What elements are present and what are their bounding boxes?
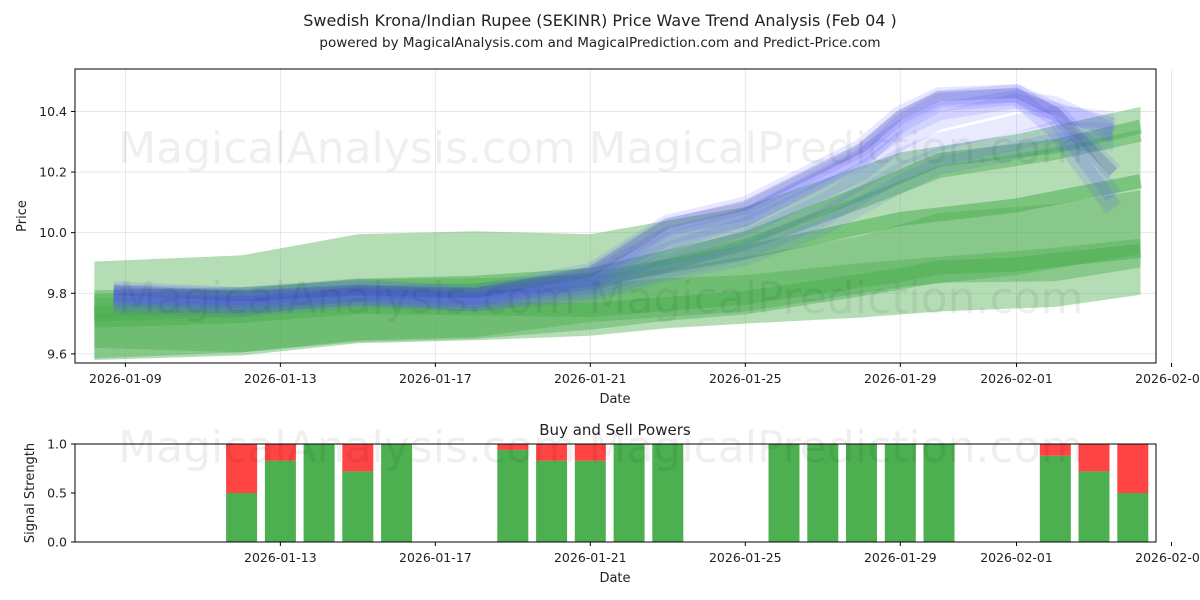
blue-wave-3 [113,90,1118,309]
blue-wave-6 [113,120,1114,315]
price-chart: MagicalAnalysis.com MagicalPrediction.co… [15,68,1200,407]
signal-chart-title: Buy and Sell Powers [539,421,691,439]
signal-y-tick-label: 1.0 [47,437,67,452]
navy-centerline [113,88,1118,302]
buy-bar [884,444,916,542]
price-y-axis-label: Price [15,200,30,232]
price-y-tick-label: 9.6 [47,346,67,361]
price-x-tick-label: 2026-01-09 [89,371,162,386]
watermark-3: MagicalAnalysis.com [118,273,576,324]
buy-bar [264,460,296,542]
blue-wave-8 [113,84,1120,306]
signal-x-tick-label: 2026-01-29 [864,550,937,565]
signal-axis-ticks: 2026-01-13 2026-01-17 2026-01-21 2026-01-25… [47,437,1200,566]
signal-y-tick-label: 0.5 [47,486,67,501]
buy-bar [536,460,568,542]
price-x-tick-label: 2026-01-25 [709,371,782,386]
sell-bar [226,444,258,493]
sell-bar [264,444,296,461]
price-x-tick-label: 2026-02-05 [1135,371,1200,386]
blue-wave-1 [113,84,1121,306]
price-plot-frame [74,68,1157,364]
price-y-tick-label: 10.2 [39,165,67,180]
buy-bar [923,444,955,542]
buy-bar [768,444,800,542]
signal-bars [226,444,1149,542]
sell-bar [1117,444,1149,493]
chart-subtitle: powered by MagicalAnalysis.com and Magic… [319,35,880,51]
green-line-top [94,129,1142,318]
sell-bar [342,444,374,472]
signal-x-tick-label: 2026-01-25 [709,550,782,565]
signal-x-tick-label: 2026-02-05 [1135,550,1200,565]
sell-bar [1078,444,1110,472]
price-x-axis-label: Date [599,392,630,407]
signal-y-tick-label: 0.0 [47,535,67,550]
signal-chart: Buy and Sell Powers MagicalAnalysis.com … [23,421,1200,586]
price-grid [75,69,1172,363]
price-x-tick-label: 2026-01-17 [399,371,472,386]
buy-bar [381,444,413,542]
blue-wave-5 [113,105,1115,315]
sell-bar [1039,444,1071,456]
price-y-tick-label: 10.0 [39,225,67,240]
signal-x-axis-label: Date [599,571,630,586]
signal-x-tick-label: 2026-01-13 [244,550,317,565]
watermark-1: MagicalAnalysis.com [118,123,576,174]
price-x-tick-label: 2026-01-21 [554,371,627,386]
signal-y-axis-label: Signal Strength [23,443,38,543]
sell-bar [536,444,568,461]
price-x-tick-label: 2026-01-29 [864,371,937,386]
signal-x-tick-label: 2026-02-01 [980,550,1053,565]
blue-wave-2 [113,87,1121,309]
signal-x-tick-label: 2026-01-17 [399,550,472,565]
signal-x-tick-label: 2026-01-21 [554,550,627,565]
buy-bar [574,460,606,542]
buy-bar [1039,455,1071,542]
chart-title: Swedish Krona/Indian Rupee (SEKINR) Pric… [303,11,897,30]
price-x-tick-label: 2026-01-13 [244,371,317,386]
buy-bar [1117,493,1149,542]
watermark-5: MagicalAnalysis.com [118,422,576,473]
buy-bar [613,444,645,542]
buy-bar [342,471,374,542]
watermark-4: MagicalPrediction.com [589,273,1084,324]
buy-bar [226,493,258,542]
blue-wave-4 [113,93,1116,312]
buy-bar [807,444,839,542]
buy-bar [1078,471,1110,542]
watermark-2: MagicalPrediction.com [589,123,1084,174]
watermark-6: MagicalPrediction.com [589,422,1084,473]
blue-wave-7 [113,132,1114,318]
price-x-tick-label: 2026-02-01 [980,371,1053,386]
buy-bar [652,444,684,542]
price-axis-ticks: 2026-01-09 2026-01-13 2026-01-17 2026-01-21… [39,104,1200,386]
green-line-upper [94,119,1143,308]
sell-bar [497,444,529,450]
green-line-lower [94,243,1142,328]
price-y-tick-label: 9.8 [47,286,67,301]
buy-bar [303,444,335,542]
buy-bar [846,444,877,542]
green-band-bottom [94,238,1141,360]
price-y-tick-label: 10.4 [39,104,67,119]
price-series [94,84,1143,360]
buy-bar [497,449,529,542]
sell-bar [574,444,606,461]
